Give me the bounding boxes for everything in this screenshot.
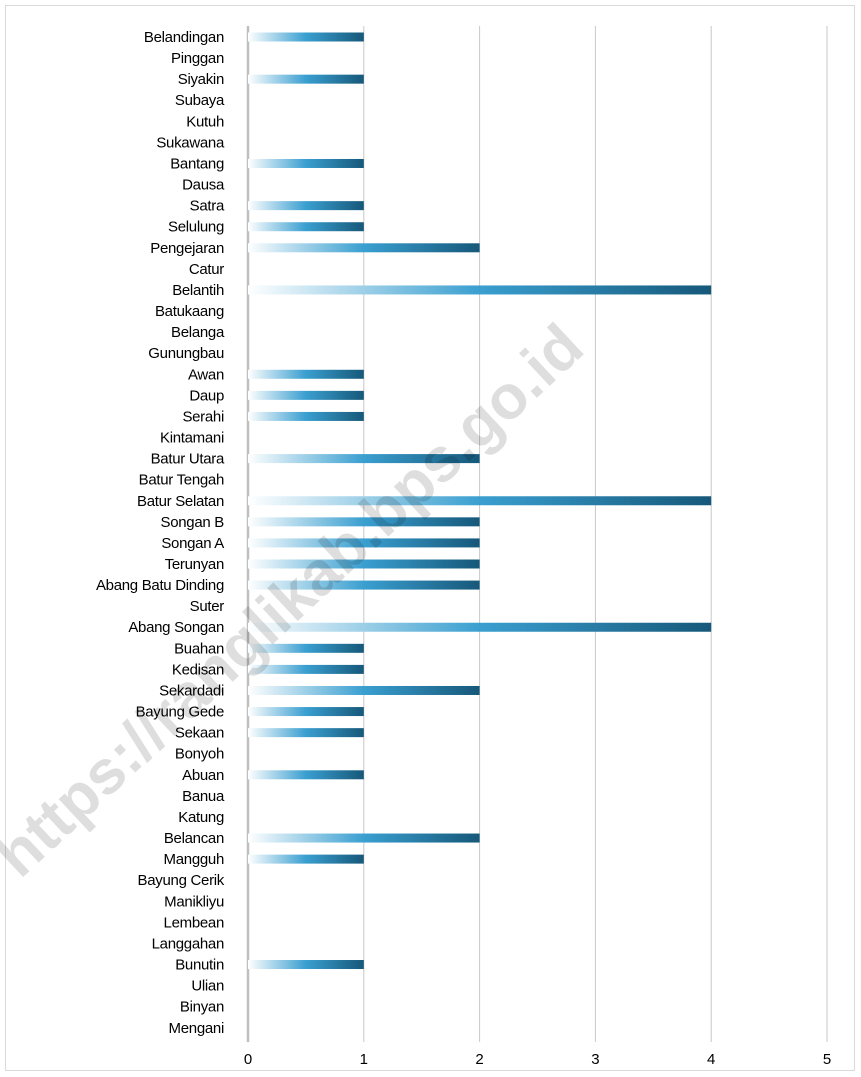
category-label: Mengani — [169, 1020, 224, 1037]
bar — [248, 770, 364, 780]
category-label: Abang Songan — [128, 619, 224, 636]
category-label: Belandingan — [144, 29, 224, 46]
category-label: Satra — [190, 198, 225, 215]
category-label: Batur Tengah — [139, 472, 224, 489]
category-label: Dausa — [182, 177, 225, 194]
category-label: Gunungbau — [148, 345, 224, 362]
category-label: Sekardadi — [159, 682, 224, 699]
bar — [248, 854, 364, 864]
category-label: Selulung — [168, 219, 224, 236]
x-tick-label: 0 — [244, 1051, 252, 1068]
bar — [248, 369, 364, 379]
category-label: Kintamani — [160, 430, 224, 447]
category-label: Batukaang — [155, 303, 224, 320]
category-label: Terunyan — [165, 556, 224, 573]
x-tick-label: 1 — [360, 1051, 368, 1068]
bar — [248, 454, 480, 464]
bar — [248, 728, 364, 738]
category-label: Bantang — [170, 155, 224, 172]
category-label: Ulian — [191, 978, 224, 995]
category-label: Binyan — [180, 999, 224, 1016]
bar — [248, 538, 480, 548]
x-tick-label: 4 — [707, 1051, 715, 1068]
category-label: Bunutin — [175, 957, 224, 974]
x-tick-label: 5 — [823, 1051, 831, 1068]
category-label: Serahi — [182, 408, 224, 425]
category-label: Songan B — [161, 514, 225, 531]
category-label: Sekaan — [175, 725, 224, 742]
bar — [248, 622, 712, 632]
bar — [248, 664, 364, 674]
category-label: Bonyoh — [175, 746, 224, 763]
bar — [248, 517, 480, 527]
bar — [248, 32, 364, 42]
x-tick-label: 2 — [475, 1051, 483, 1068]
category-label: Abuan — [182, 767, 224, 784]
category-label: Banua — [182, 788, 225, 805]
category-labels: Belandingan Pinggan Siyakin Subaya Kutuh Suka… — [96, 29, 225, 1037]
category-label: Batur Utara — [151, 451, 225, 468]
category-label: Belantih — [172, 282, 224, 299]
bar — [248, 833, 480, 843]
category-label: Kedisan — [172, 661, 224, 678]
category-label: Kutuh — [186, 113, 224, 130]
bar — [248, 201, 364, 211]
bar — [248, 390, 364, 400]
category-label: Pinggan — [171, 50, 224, 67]
category-label: Subaya — [175, 92, 225, 109]
category-label: Belanga — [171, 324, 225, 341]
bars — [248, 32, 712, 970]
category-label: Sukawana — [156, 134, 225, 151]
category-label: Suter — [190, 598, 225, 615]
category-label: Buahan — [174, 640, 224, 657]
category-label: Catur — [189, 261, 224, 278]
chart-frame — [5, 5, 855, 1071]
bar — [248, 158, 364, 168]
bar — [248, 222, 364, 232]
bar — [248, 285, 712, 295]
bar — [248, 496, 712, 506]
bar — [248, 580, 480, 590]
category-label: Mangguh — [164, 851, 224, 868]
category-label: Manikliyu — [164, 893, 224, 910]
category-label: Siyakin — [178, 71, 224, 88]
bar — [248, 243, 480, 253]
category-label: Pengejaran — [150, 240, 224, 257]
bar — [248, 643, 364, 653]
gridlines — [246, 26, 828, 1042]
category-label: Songan A — [161, 535, 224, 552]
x-axis-tick-labels: 0 1 2 3 4 5 — [244, 1051, 831, 1068]
category-label: Belancan — [164, 830, 224, 847]
category-label: Awan — [188, 366, 224, 383]
bar — [248, 559, 480, 569]
bar — [248, 411, 364, 421]
category-label: Katung — [178, 809, 224, 826]
category-label: Bayung Gede — [136, 704, 224, 721]
bar — [248, 74, 364, 84]
category-label: Batur Selatan — [137, 493, 224, 510]
bar — [248, 960, 364, 970]
bar — [248, 707, 364, 717]
category-label: Lembean — [164, 914, 224, 931]
x-tick-label: 3 — [591, 1051, 599, 1068]
category-label: Bayung Cerik — [138, 872, 225, 889]
category-label: Abang Batu Dinding — [96, 577, 224, 594]
category-label: Langgahan — [152, 935, 224, 952]
bar — [248, 685, 480, 695]
category-label: Daup — [189, 387, 224, 404]
